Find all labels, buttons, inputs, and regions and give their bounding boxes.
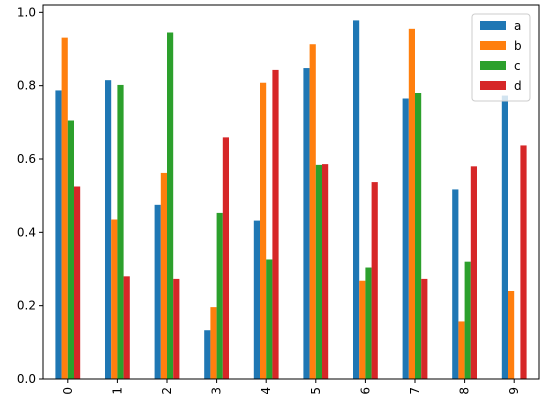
x-axis: 0 1 2 3 4 5 6 7 8 9 <box>61 379 521 395</box>
y-axis: 0.0 0.2 0.4 0.6 0.8 1.0 <box>17 5 43 386</box>
bar-d-1 <box>123 276 130 379</box>
bar-b-5 <box>309 44 316 379</box>
bar-a-1 <box>105 80 112 380</box>
bar-a-0 <box>55 90 62 380</box>
bar-c-1 <box>117 84 124 380</box>
legend-label-a: a <box>514 19 521 33</box>
legend-frame <box>471 13 531 102</box>
y-tick-label: 0.4 <box>17 225 36 239</box>
bar-b-6 <box>359 280 366 379</box>
bar-c-6 <box>365 267 372 379</box>
bar-a-4 <box>253 220 260 379</box>
legend-swatch-b <box>480 41 506 50</box>
bar-a-9 <box>501 95 508 379</box>
y-tick-label: 1.0 <box>17 5 36 19</box>
bar-d-5 <box>322 164 329 379</box>
bar-d-8 <box>470 166 477 379</box>
legend-swatch-d <box>480 81 506 90</box>
x-tick-label: 3 <box>210 387 224 395</box>
bar-d-3 <box>222 137 229 379</box>
y-tick-label: 0.0 <box>17 372 36 386</box>
x-tick-label: 7 <box>408 387 422 395</box>
y-tick-label: 0.2 <box>17 299 36 313</box>
x-tick-label: 4 <box>259 387 273 395</box>
bar-a-8 <box>452 189 459 379</box>
bar-c-8 <box>464 261 471 379</box>
x-tick-label: 6 <box>358 387 372 395</box>
bar-c-2 <box>167 32 174 379</box>
bar-c-0 <box>67 120 74 379</box>
bar-b-2 <box>160 172 167 379</box>
bar-b-9 <box>508 291 515 379</box>
bar-d-4 <box>272 69 279 380</box>
bar-b-8 <box>458 321 465 379</box>
legend-label-b: b <box>514 39 522 53</box>
bar-c-7 <box>415 93 422 379</box>
y-tick-label: 0.8 <box>17 79 36 93</box>
bars-group <box>55 20 527 380</box>
bar-c-4 <box>266 259 273 379</box>
legend-label-c: c <box>514 59 521 73</box>
bar-a-7 <box>402 98 409 379</box>
x-tick-label: 9 <box>507 387 521 395</box>
bar-d-6 <box>371 182 378 379</box>
plot-frame <box>42 4 540 380</box>
y-tick-label: 0.6 <box>17 152 36 166</box>
x-tick-label: 0 <box>61 387 75 395</box>
bar-c-5 <box>315 164 322 379</box>
legend-swatch-a <box>480 21 506 30</box>
legend-label-d: d <box>514 79 522 93</box>
bar-a-5 <box>303 68 310 379</box>
bar-b-4 <box>260 82 267 379</box>
x-tick-label: 5 <box>309 387 323 395</box>
bar-a-2 <box>154 204 161 379</box>
bar-b-0 <box>61 37 68 379</box>
bar-a-3 <box>204 330 211 379</box>
x-tick-label: 2 <box>160 387 174 395</box>
bar-a-6 <box>353 20 360 380</box>
bar-d-9 <box>520 145 527 379</box>
bar-d-0 <box>74 186 81 379</box>
bar-c-3 <box>216 212 223 379</box>
bar-d-7 <box>421 278 428 379</box>
bar-d-2 <box>173 278 180 379</box>
bar-b-3 <box>210 307 217 379</box>
x-tick-label: 1 <box>110 387 124 395</box>
bar-b-1 <box>111 219 118 379</box>
x-tick-label: 8 <box>458 387 472 395</box>
bar-b-7 <box>408 28 415 380</box>
legend-swatch-c <box>480 61 506 70</box>
